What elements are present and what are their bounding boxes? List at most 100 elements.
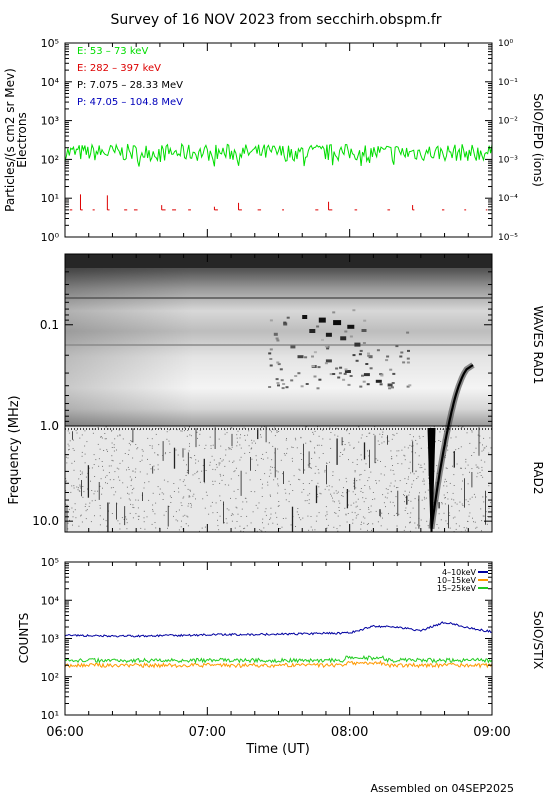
rad2-noise-pixel	[360, 474, 362, 475]
rad2-noise-pixel	[401, 463, 403, 465]
burst-speckle	[407, 349, 410, 352]
rad2-noise-pixel	[386, 497, 388, 499]
rad2-noise-pixel	[84, 453, 86, 455]
rad2-noise-pixel	[310, 441, 312, 443]
rad2-noise-pixel	[279, 528, 281, 529]
rad2-noise-pixel	[355, 487, 357, 489]
rad2-noise-pixel	[317, 426, 318, 428]
rad2-noise-pixel	[85, 503, 87, 505]
rad2-noise-pixel	[122, 460, 124, 462]
rad2-noise-pixel	[81, 455, 83, 457]
rad2-noise-pixel	[374, 498, 376, 500]
rad2-noise-pixel	[415, 527, 417, 529]
rad2-noise-pixel	[408, 499, 410, 501]
rad2-noise-pixel	[310, 526, 312, 528]
rad2-noise-pixel	[228, 509, 230, 511]
rad2-noise-pixel	[410, 512, 412, 514]
rad2-noise-pixel	[274, 435, 276, 437]
rad2-noise-pixel	[311, 467, 312, 469]
rad2-noise-pixel	[420, 428, 422, 430]
rad2-noise-pixel	[260, 436, 262, 438]
burst-speckle	[275, 337, 279, 340]
rad2-noise-pixel	[339, 455, 341, 457]
rad2-noise-pixel	[165, 511, 167, 512]
rad2-noise-pixel	[177, 520, 179, 522]
rad2-noise-pixel	[461, 427, 462, 429]
rad2-noise-pixel	[151, 445, 153, 447]
burst-speckle	[376, 349, 380, 352]
burst-speckle	[359, 349, 363, 352]
rad2-noise-pixel	[297, 514, 299, 516]
particles-y-tick-label: 10⁵	[41, 37, 59, 50]
rad2-noise-pixel	[396, 487, 397, 489]
frequency-axis-label: Frequency (MHz)	[7, 395, 22, 504]
rad2-noise-pixel	[126, 469, 127, 471]
rad2-noise-pixel	[90, 480, 91, 482]
rad2-noise-pixel	[106, 525, 108, 527]
epd-legend-entry: P: 47.05 – 104.8 MeV	[77, 97, 183, 108]
rad2-noise-pixel	[152, 492, 154, 494]
rad2-noise-pixel	[72, 439, 74, 441]
rad2-noise-pixel	[186, 471, 188, 473]
rad2-noise-pixel	[215, 502, 217, 504]
rad2-noise-pixel	[68, 445, 70, 447]
rad2-noise-pixel	[377, 440, 379, 442]
rad2-noise-pixel	[199, 430, 201, 431]
rad2-noise-pixel	[132, 457, 134, 459]
rad2-noise-pixel	[300, 453, 302, 454]
rad2-noise-pixel	[337, 530, 339, 532]
rad2-noise-pixel	[297, 508, 299, 509]
rad2-noise-pixel	[249, 452, 251, 453]
rad2-noise-pixel	[405, 526, 406, 528]
rad2-noise-pixel	[251, 439, 253, 441]
rad2-noise-pixel	[159, 427, 161, 429]
rad2-noise-pixel	[121, 517, 123, 519]
rad2-noise-pixel	[445, 520, 447, 522]
rad2-noise-pixel	[411, 486, 412, 488]
particles-y-axis-label: Particles/(s cm2 sr Mev)	[3, 68, 17, 212]
rad2-noise-pixel	[352, 522, 354, 524]
rad2-noise-pixel	[99, 515, 101, 517]
rad2-noise-pixel	[481, 450, 483, 452]
rad2-noise-pixel	[221, 479, 223, 481]
type-iii-burst-patch	[333, 320, 342, 326]
rad2-noise-pixel	[373, 433, 375, 435]
rad2-noise-pixel	[368, 508, 370, 510]
burst-speckle	[379, 383, 383, 386]
burst-speckle	[339, 366, 343, 369]
stix-4-10kev-series	[65, 621, 492, 638]
rad2-noise-pixel	[216, 466, 218, 468]
rad2-noise-pixel	[113, 446, 115, 448]
particles-y-tick-label: 10¹	[41, 192, 59, 205]
rad2-noise-pixel	[419, 492, 420, 494]
burst-speckle	[365, 363, 369, 365]
burst-speckle	[391, 382, 395, 384]
rad2-noise-pixel	[314, 451, 316, 453]
rad2-noise-pixel	[65, 490, 67, 492]
rad2-noise-pixel	[219, 495, 221, 497]
rad2-noise-pixel	[170, 497, 172, 498]
rad2-noise-pixel	[211, 455, 213, 457]
rad2-noise-pixel	[65, 456, 67, 458]
rad2-noise-pixel	[81, 451, 83, 453]
rad2-noise-pixel	[210, 505, 212, 507]
rad2-noise-pixel	[104, 433, 106, 434]
burst-speckle	[304, 356, 308, 359]
rad2-noise-pixel	[225, 454, 227, 456]
rad2-noise-pixel	[317, 469, 319, 471]
rad2-noise-pixel	[455, 449, 457, 451]
rad2-noise-pixel	[218, 462, 220, 464]
rad2-noise-pixel	[355, 517, 357, 519]
rad2-noise-pixel	[381, 442, 383, 444]
rad2-noise-pixel	[360, 524, 362, 525]
rad2-noise-pixel	[75, 430, 77, 432]
type-iii-burst-patch	[363, 373, 370, 377]
rad2-noise-pixel	[189, 443, 190, 445]
stix-legend-entry: 4–10keV	[442, 568, 477, 577]
rad2-noise-pixel	[422, 480, 424, 482]
rad2-noise-pixel	[410, 500, 412, 502]
type-iii-burst-patch	[297, 355, 304, 359]
rad2-noise-pixel	[333, 492, 335, 494]
rad2-noise-pixel	[302, 483, 304, 484]
rad2-noise-pixel	[277, 471, 279, 473]
